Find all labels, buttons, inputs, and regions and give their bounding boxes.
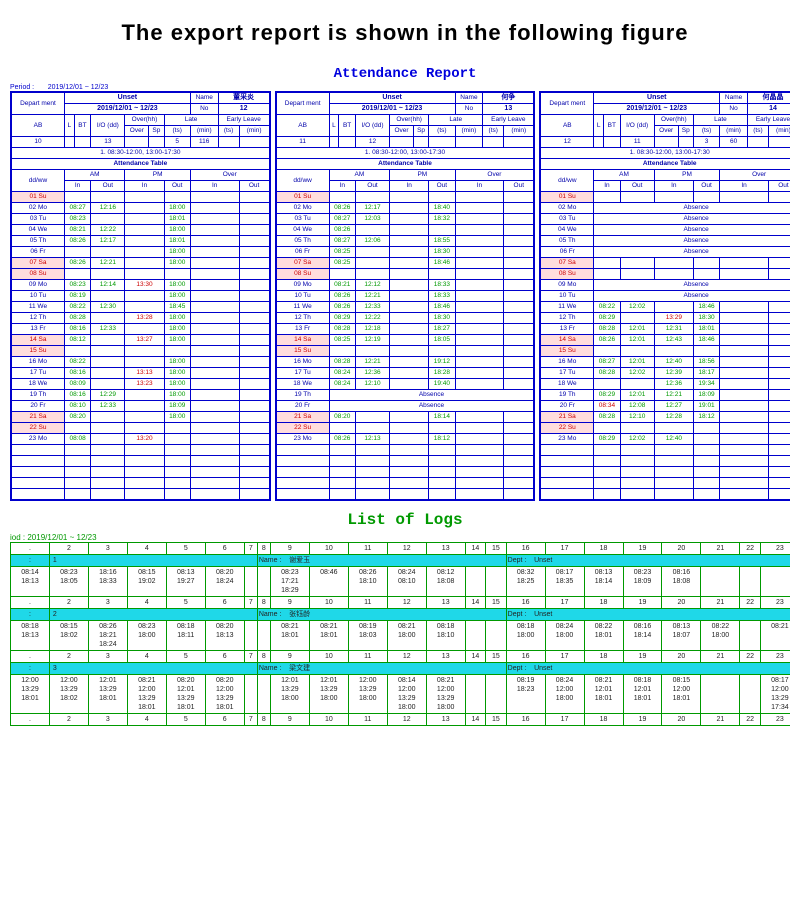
period-label: Period : 2019/12/01 ~ 12/23 [10,84,790,91]
logs-period: iod : 2019/12/01 ~ 12/23 [10,533,790,542]
attendance-card: Depart mentUnsetName董采炎2019/12/01 ~ 12/2… [10,91,271,501]
logs-title: List of Logs [10,511,790,529]
main-title: The export report is shown in the follow… [10,20,790,46]
attendance-report-title: Attendance Report [10,66,790,82]
list-of-logs: List of Logs iod : 2019/12/01 ~ 12/23 .2… [10,511,790,726]
attendance-card: Depart mentUnsetName何晶晶2019/12/01 ~ 12/2… [539,91,790,501]
attendance-card: Depart mentUnsetName何争2019/12/01 ~ 12/23… [275,91,536,501]
attendance-cards: Depart mentUnsetName董采炎2019/12/01 ~ 12/2… [10,91,790,501]
logs-table: .234567891011121314151617181920212223: 1… [10,542,790,726]
